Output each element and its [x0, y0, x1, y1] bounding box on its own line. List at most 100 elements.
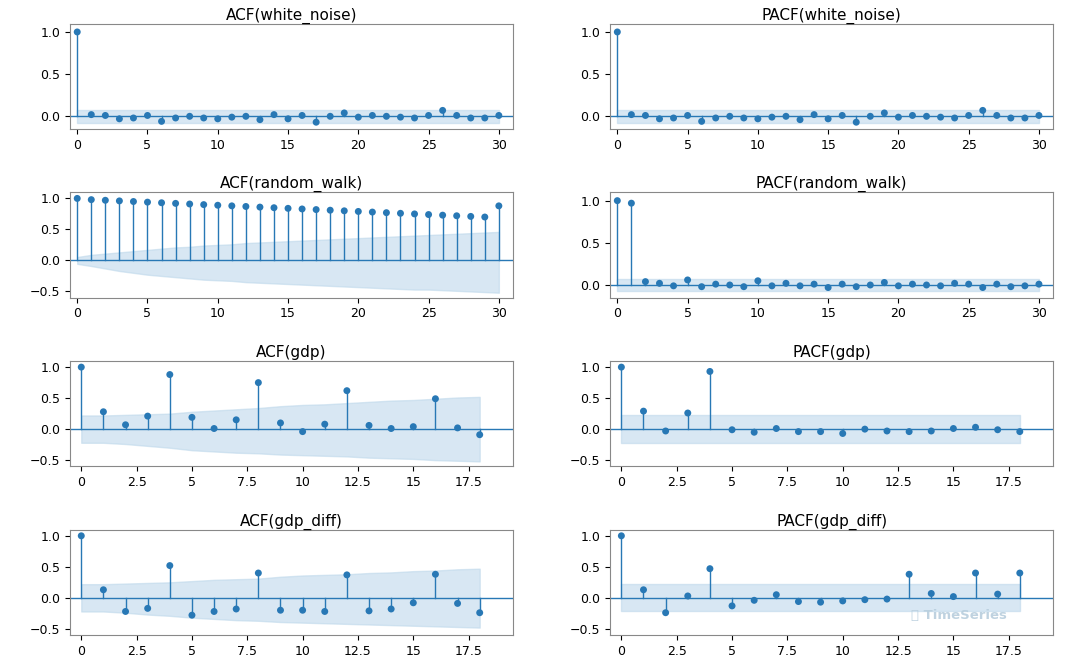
Point [378, 207, 395, 218]
Point [967, 568, 984, 579]
Point [848, 282, 865, 292]
Point [989, 425, 1007, 435]
Title: ACF(gdp_diff): ACF(gdp_diff) [240, 513, 343, 530]
Point [161, 560, 178, 571]
Point [862, 280, 879, 290]
Title: PACF(white_noise): PACF(white_noise) [761, 7, 902, 24]
Point [693, 116, 711, 127]
Point [735, 113, 753, 124]
Title: PACF(gdp): PACF(gdp) [793, 345, 872, 360]
Point [427, 569, 444, 580]
Point [266, 110, 283, 120]
Point [181, 199, 199, 210]
Point [901, 426, 918, 437]
Point [635, 585, 652, 595]
Point [249, 377, 267, 388]
Point [612, 530, 630, 541]
Point [252, 114, 269, 125]
Point [125, 196, 143, 207]
Point [834, 279, 851, 290]
Point [960, 110, 977, 121]
Point [210, 114, 227, 124]
Point [490, 200, 508, 211]
Point [338, 569, 355, 580]
Point [420, 209, 437, 220]
Point [69, 193, 86, 204]
Point [378, 111, 395, 122]
Point [153, 198, 171, 208]
Title: ACF(white_noise): ACF(white_noise) [226, 7, 357, 24]
Point [612, 362, 630, 372]
Point [609, 27, 626, 38]
Point [405, 597, 422, 608]
Point [322, 205, 339, 216]
Text: 🕑 TimeSeries: 🕑 TimeSeries [912, 610, 1008, 622]
Point [294, 426, 311, 437]
Point [336, 108, 353, 118]
Point [338, 385, 355, 396]
Title: PACF(gdp_diff): PACF(gdp_diff) [777, 513, 887, 530]
Point [125, 113, 143, 124]
Point [764, 112, 781, 122]
Point [167, 113, 185, 124]
Point [665, 113, 683, 124]
Point [167, 198, 185, 209]
Point [932, 112, 949, 122]
Point [651, 278, 669, 289]
Point [890, 112, 907, 122]
Point [252, 202, 269, 212]
Point [471, 429, 488, 440]
Point [471, 607, 488, 618]
Point [117, 606, 134, 617]
Point [707, 113, 725, 124]
Point [745, 427, 762, 437]
Point [878, 425, 895, 436]
Point [701, 366, 718, 377]
Point [890, 280, 907, 291]
Point [224, 200, 241, 211]
Point [434, 210, 451, 220]
Point [280, 203, 297, 214]
Point [721, 111, 739, 122]
Point [1016, 280, 1034, 291]
Point [95, 407, 112, 417]
Point [83, 110, 100, 120]
Point [210, 200, 227, 210]
Point [238, 111, 255, 122]
Point [308, 204, 325, 215]
Point [1016, 113, 1034, 124]
Point [205, 606, 222, 617]
Point [637, 276, 654, 287]
Point [294, 110, 311, 121]
Point [901, 569, 918, 580]
Point [462, 211, 480, 222]
Point [195, 113, 213, 124]
Point [792, 280, 809, 291]
Point [967, 422, 984, 433]
Point [139, 110, 157, 121]
Point [462, 113, 480, 124]
Point [476, 113, 494, 124]
Point [1002, 282, 1020, 292]
Point [97, 195, 114, 206]
Point [205, 423, 222, 434]
Point [724, 601, 741, 612]
Point [406, 113, 423, 124]
Point [72, 530, 90, 541]
Point [789, 426, 807, 437]
Point [878, 593, 895, 604]
Title: ACF(gdp): ACF(gdp) [256, 345, 327, 360]
Point [988, 110, 1005, 121]
Point [195, 199, 213, 210]
Point [1002, 113, 1020, 124]
Point [812, 597, 829, 607]
Point [945, 423, 962, 434]
Point [228, 415, 245, 425]
Point [184, 412, 201, 423]
Point [635, 406, 652, 417]
Title: PACF(random_walk): PACF(random_walk) [756, 176, 907, 192]
Point [657, 607, 674, 618]
Point [238, 201, 255, 212]
Point [820, 282, 837, 293]
Point [918, 280, 935, 290]
